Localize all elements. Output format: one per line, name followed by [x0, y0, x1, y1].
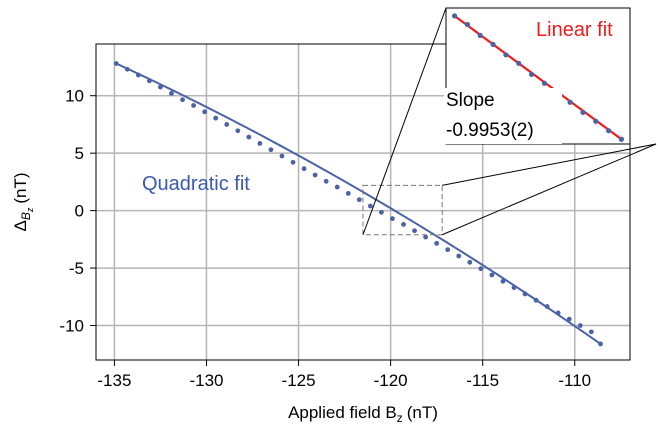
inset-data-point: [541, 80, 548, 86]
data-point: [356, 197, 362, 203]
y-tick-label: -10: [59, 317, 84, 336]
inset-data-point: [580, 109, 586, 115]
data-point: [544, 304, 550, 309]
data-point: [345, 190, 351, 196]
slope-annotation-value: -0.9953(2): [446, 120, 534, 141]
x-tick-label: -115: [466, 371, 499, 390]
data-point: [124, 66, 130, 72]
data-point: [577, 323, 583, 328]
x-tick-label: -125: [282, 371, 316, 390]
data-point: [434, 240, 440, 246]
x-axis-label-subscript: z: [397, 411, 403, 425]
y-axis-label-main: Δ: [11, 220, 30, 231]
data-point: [169, 91, 174, 96]
data-point: [202, 109, 208, 115]
data-point: [191, 103, 196, 108]
y-axis-label-subscript: B: [19, 212, 33, 220]
data-point: [135, 72, 141, 78]
y-axis-label: ΔBz (nT): [11, 172, 35, 231]
slope-annotation-background: [444, 88, 562, 144]
data-point: [401, 222, 406, 227]
inset-data-points: [451, 13, 625, 142]
inset-data-point: [606, 128, 612, 134]
inset-data-point: [593, 118, 599, 124]
data-point: [478, 266, 484, 272]
data-point: [566, 316, 572, 322]
main-plot-frame: [95, 43, 631, 361]
data-point: [290, 159, 296, 165]
data-point: [301, 166, 307, 172]
data-point: [511, 285, 517, 291]
inset-data-point: [618, 136, 625, 142]
data-point: [522, 291, 528, 297]
x-tick-label: -130: [189, 371, 223, 390]
data-point: [312, 172, 318, 178]
x-axis-label-main: Applied field B: [288, 403, 397, 422]
y-tick-label: 5: [75, 144, 84, 163]
data-point: [147, 78, 152, 84]
slope-annotation-title: Slope: [446, 90, 495, 111]
x-tick-label: -110: [558, 371, 591, 390]
y-axis-label-unit: (nT): [11, 172, 30, 203]
quadratic-fit-curve: [115, 62, 602, 345]
inset-data-point: [464, 21, 470, 28]
data-point: [323, 178, 329, 184]
data-point: [158, 84, 163, 90]
zoom-indicator: [362, 7, 657, 236]
main-fit-layer: [115, 62, 602, 345]
data-point: [489, 272, 495, 278]
data-point: [113, 61, 119, 66]
data-point: [533, 297, 539, 303]
slope-annotation: Slope -0.9953(2): [444, 88, 562, 144]
data-point: [456, 253, 462, 259]
data-point: [246, 134, 252, 140]
y-tick-label: 0: [75, 202, 84, 221]
data-point: [334, 184, 340, 190]
inset-data-point: [490, 41, 496, 47]
inset-data-point: [528, 71, 535, 78]
data-point: [213, 115, 219, 121]
x-axis-label-unit: (nT): [407, 403, 438, 422]
data-point: [598, 341, 603, 347]
data-point: [500, 278, 506, 284]
x-tick-label: -120: [374, 371, 408, 390]
y-tick-label: -5: [69, 259, 84, 278]
data-point: [445, 247, 451, 253]
inset-data-point: [451, 13, 458, 19]
inset-data-point: [503, 52, 509, 58]
inset-linear-fit-label: Linear fit: [536, 19, 613, 41]
inset-data-point: [516, 60, 522, 66]
x-tick-label: -135: [97, 371, 131, 390]
data-point: [279, 153, 285, 159]
inset-data-point: [567, 99, 573, 105]
data-point: [390, 216, 395, 222]
zoom-connector-line: [442, 143, 657, 186]
zoom-connector-line: [362, 7, 447, 235]
data-point: [467, 259, 473, 265]
zoom-connector-line: [441, 143, 657, 236]
y-axis-label-subsubscript: z: [25, 207, 35, 213]
data-point: [180, 97, 185, 103]
data-point: [257, 140, 263, 146]
data-point: [555, 310, 561, 316]
data-point: [423, 234, 429, 240]
quadratic-fit-label: Quadratic fit: [142, 173, 250, 195]
y-tick-label: 10: [65, 87, 84, 106]
main-axis-ticks: -135 -130 -125 -120 -115 -110 -10 -5 0 5 10: [59, 87, 591, 390]
zoom-region-box: [362, 184, 443, 236]
main-data-points: [113, 61, 603, 347]
data-point: [268, 147, 274, 153]
inset-data-point: [477, 32, 483, 39]
data-point: [367, 203, 373, 209]
data-point: [379, 209, 384, 215]
x-axis-label: Applied field Bz (nT): [288, 403, 438, 425]
data-point: [235, 128, 241, 134]
data-point: [412, 228, 417, 234]
data-point: [224, 122, 230, 127]
data-point: [588, 329, 594, 335]
